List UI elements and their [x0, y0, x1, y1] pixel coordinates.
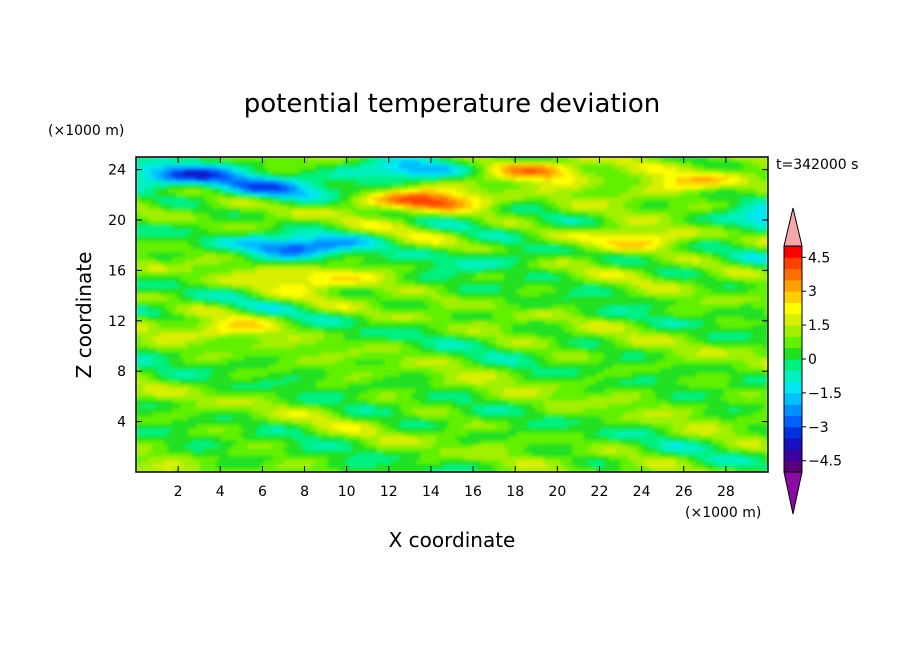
- colorbar-swatch: [784, 336, 802, 349]
- y-tick-label: 4: [117, 415, 126, 431]
- colorbar-swatch: [784, 426, 802, 439]
- colorbar-swatch: [784, 302, 802, 315]
- x-tick-label: 12: [380, 484, 398, 500]
- x-tick-label: 22: [591, 484, 609, 500]
- y-tick-label: 12: [108, 314, 126, 330]
- x-tick-label: 6: [258, 484, 267, 500]
- colorbar-swatch: [784, 313, 802, 326]
- y-unit-label: (×1000 m): [48, 123, 124, 139]
- colorbar-tick-label: 4.5: [808, 250, 830, 266]
- x-tick-label: 10: [338, 484, 356, 500]
- x-tick-label: 18: [506, 484, 524, 500]
- colorbar-tick-label: 1.5: [808, 318, 830, 334]
- colorbar-tick-label: 3: [808, 284, 817, 300]
- x-axis: 2 4 6 8 10 12 14 16 18 20 22 24 26 28: [174, 157, 735, 500]
- x-unit-label: (×1000 m): [685, 505, 761, 521]
- chart-title: potential temperature deviation: [244, 89, 660, 119]
- x-tick-label: 24: [633, 484, 651, 500]
- x-tick-label: 26: [675, 484, 693, 500]
- y-tick-label: 16: [108, 263, 126, 279]
- colorbar-swatch: [784, 381, 802, 394]
- colorbar-swatch: [784, 460, 802, 473]
- x-tick-label: 16: [464, 484, 482, 500]
- colorbar-tick-label: −3: [808, 420, 829, 436]
- colorbar-swatch: [784, 392, 802, 405]
- x-tick-label: 20: [548, 484, 566, 500]
- colorbar-swatch: [784, 370, 802, 383]
- colorbar-over-triangle: [783, 207, 803, 247]
- x-tick-label: 14: [422, 484, 440, 500]
- y-tick-label: 20: [108, 213, 126, 229]
- y-tick-label: 24: [108, 163, 126, 179]
- colorbar-swatch: [784, 246, 802, 258]
- y-axis-label: Z coordinate: [72, 252, 96, 379]
- x-tick-label: 28: [717, 484, 735, 500]
- x-tick-label: 8: [300, 484, 309, 500]
- plot-frame: [135, 156, 769, 473]
- colorbar-swatch: [784, 359, 802, 371]
- heatmap-image: [136, 157, 768, 472]
- x-axis-label: X coordinate: [389, 528, 516, 552]
- colorbar-swatch: [784, 347, 802, 360]
- colorbar-swatch: [784, 404, 802, 416]
- x-tick-label: 4: [216, 484, 225, 500]
- colorbar-swatch: [784, 268, 802, 281]
- colorbar: 4.5 3 1.5 0 −1.5 −3 −4.5: [783, 207, 842, 515]
- time-label: t=342000 s: [776, 157, 858, 173]
- y-axis: 4 8 12 16 20 24: [108, 163, 768, 431]
- colorbar-tick-label: −1.5: [808, 386, 842, 402]
- colorbar-swatch: [784, 449, 802, 462]
- colorbar-swatch: [784, 279, 802, 292]
- heatmap-field: [136, 157, 768, 472]
- y-tick-label: 8: [117, 364, 126, 380]
- colorbar-swatch: [784, 438, 802, 450]
- colorbar-tick-label: 0: [808, 352, 817, 368]
- colorbar-tick-label: −4.5: [808, 454, 842, 470]
- colorbar-swatch: [784, 291, 802, 303]
- colorbar-under-triangle: [783, 471, 803, 515]
- colorbar-swatch: [784, 325, 802, 337]
- colorbar-swatch: [784, 415, 802, 428]
- x-tick-label: 2: [174, 484, 183, 500]
- colorbar-swatch: [784, 257, 802, 270]
